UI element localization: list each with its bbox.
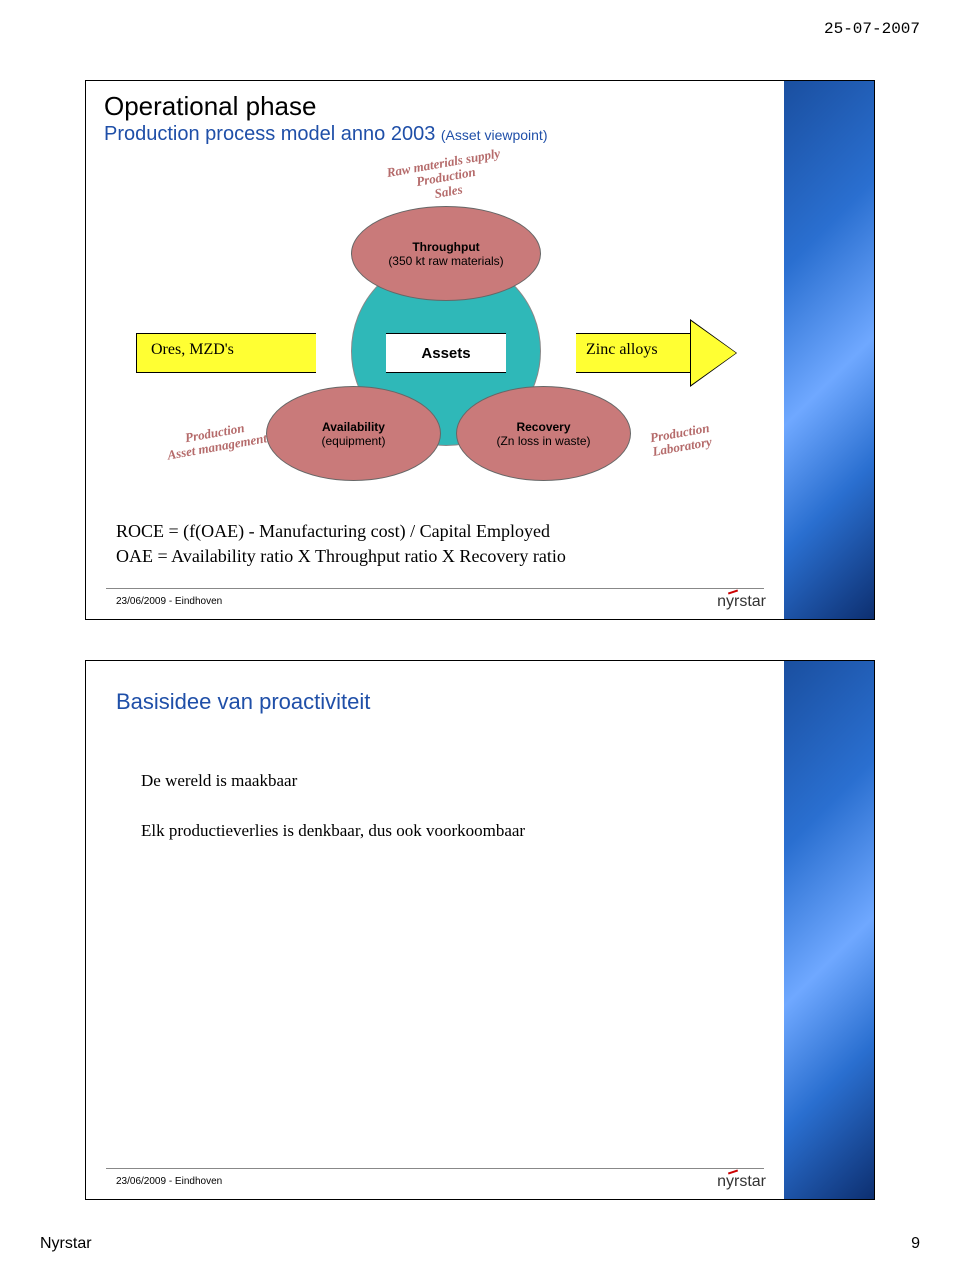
nyrstar-logo: nyrstar	[717, 593, 766, 611]
angled-label-top: Raw materials supply Production Sales	[363, 142, 528, 212]
formula-oae: OAE = Availability ratio X Throughput ra…	[116, 546, 566, 567]
slide-body: Basisidee van proactiviteit De wereld is…	[86, 661, 784, 1199]
slide1-subtitle: Production process model anno 2003 (Asse…	[104, 123, 547, 146]
ellipse-br-sub: (Zn loss in waste)	[496, 434, 590, 448]
slide2-title: Basisidee van proactiviteit	[116, 689, 370, 715]
angled-label-br: Production Laboratory	[619, 416, 742, 465]
ellipse-br-title: Recovery	[516, 420, 570, 434]
angled-label-bl: Production Asset management	[145, 414, 288, 466]
ellipse-throughput: Throughput (350 kt raw materials)	[351, 206, 541, 301]
ellipse-availability: Availability (equipment)	[266, 386, 441, 481]
formula-roce: ROCE = (f(OAE) - Manufacturing cost) / C…	[116, 521, 550, 542]
subtitle-small: (Asset viewpoint)	[441, 127, 548, 143]
slide2-line2: Elk productieverlies is denkbaar, dus oo…	[141, 821, 525, 841]
slide-side-graphic	[784, 661, 874, 1199]
ellipse-top-title: Throughput	[412, 240, 479, 254]
slide-footer-date: 23/06/2009 - Eindhoven	[116, 1176, 222, 1187]
page-footer-right: 9	[911, 1235, 920, 1253]
slide-1: Operational phase Production process mod…	[85, 80, 875, 620]
assets-box: Assets	[386, 333, 506, 373]
arrow-label-right: Zinc alloys	[586, 341, 658, 359]
slide-side-graphic	[784, 81, 874, 619]
page-footer-left: Nyrstar	[40, 1235, 92, 1253]
arrow-head	[691, 321, 736, 385]
ellipse-recovery: Recovery (Zn loss in waste)	[456, 386, 631, 481]
ellipse-bl-sub: (equipment)	[321, 434, 385, 448]
slide1-title: Operational phase	[104, 91, 316, 122]
footer-divider	[106, 1168, 764, 1169]
slide-footer-date: 23/06/2009 - Eindhoven	[116, 596, 222, 607]
slide2-line1: De wereld is maakbaar	[141, 771, 297, 791]
ellipse-bl-title: Availability	[322, 420, 385, 434]
ellipse-top-sub: (350 kt raw materials)	[388, 254, 503, 268]
footer-divider	[106, 588, 764, 589]
slide-2: Basisidee van proactiviteit De wereld is…	[85, 660, 875, 1200]
subtitle-main: Production process model anno 2003	[104, 123, 441, 145]
arrow-label-left: Ores, MZD's	[151, 341, 234, 359]
slide-body: Operational phase Production process mod…	[86, 81, 784, 619]
diagram: Raw materials supply Production Sales As…	[86, 151, 784, 511]
page-date-header: 25-07-2007	[824, 20, 920, 38]
nyrstar-logo: nyrstar	[717, 1173, 766, 1191]
